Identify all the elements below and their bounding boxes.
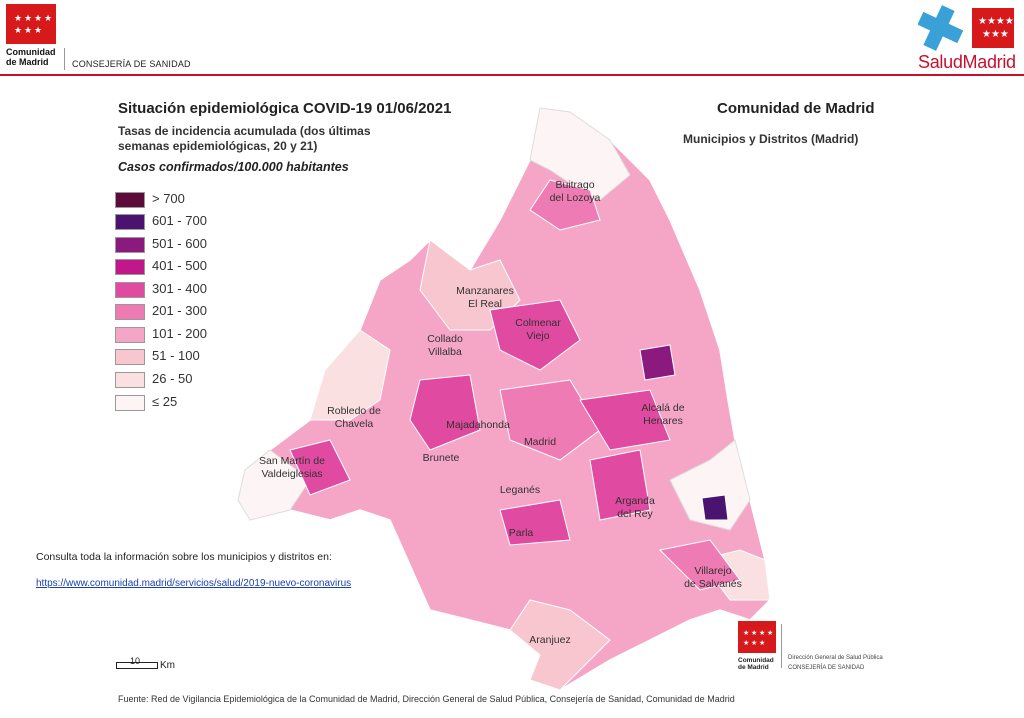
place-label: Buitrago (555, 179, 594, 191)
place-label: del Rey (617, 508, 653, 520)
footer-org-name: Comunidad de Madrid (738, 657, 774, 671)
legend-label: 101 - 200 (152, 326, 207, 341)
map-shapes (237, 107, 771, 691)
source-note: Fuente: Red de Vigilancia Epidemiológica… (118, 694, 735, 704)
place-label: Collado (427, 333, 463, 345)
place-label: Brunete (423, 452, 460, 464)
east-max-zone (701, 494, 729, 521)
header-rule (0, 74, 1024, 76)
org-name-line1: Comunidad (6, 47, 56, 57)
place-label: Villarejo (694, 565, 731, 577)
place-label: Henares (643, 415, 683, 427)
legend-label: ≤ 25 (152, 394, 178, 409)
legend-swatch (115, 327, 145, 343)
place-label: Aranjuez (529, 634, 570, 646)
place-label: Viejo (526, 330, 549, 342)
place-label: El Real (468, 298, 502, 310)
legend-label: 26 - 50 (152, 371, 193, 386)
org-name-line2: de Madrid (6, 57, 49, 67)
legend-swatch (115, 395, 145, 411)
info-text: Consulta toda la información sobre los m… (36, 551, 332, 563)
legend-label: 51 - 100 (152, 348, 200, 363)
header-divider (64, 48, 65, 70)
northeast-high-zone (639, 344, 676, 381)
legend-label: > 700 (152, 191, 185, 206)
units-subtitle: Casos confirmados/100.000 habitantes (118, 160, 349, 174)
west-light-zone (309, 329, 391, 421)
salud-wordmark-a: Salud (918, 52, 963, 72)
footer-org-line1: Comunidad (738, 657, 774, 664)
arganda-zone (589, 449, 651, 521)
place-label: Valdeiglesias (261, 468, 322, 480)
legend-swatch (115, 304, 145, 320)
salud-madrid-logo: ★★★★ ★★★ (918, 5, 1014, 51)
place-label: Robledo de (327, 405, 381, 417)
scale-unit: Km (160, 660, 175, 671)
place-label: San Martín de (259, 455, 325, 467)
svg-text:★★★: ★★★ (982, 29, 1009, 40)
place-label: Manzanares (456, 285, 514, 297)
scale-bar (116, 662, 158, 669)
colmenar-zone (489, 299, 581, 371)
footer-org-line2: de Madrid (738, 664, 769, 671)
place-labels: Buitrago del Lozoya Manzanares El Real C… (259, 179, 742, 646)
majadahonda-zone (409, 374, 481, 451)
region-title: Comunidad de Madrid (717, 100, 875, 117)
north-white-zone (529, 107, 631, 201)
legend-label: 201 - 300 (152, 303, 207, 318)
parla-zone (499, 499, 571, 546)
department-name: CONSEJERÍA DE SANIDAD (72, 59, 191, 69)
place-label: Alcalá de (641, 402, 684, 414)
legend-swatch (115, 282, 145, 298)
place-label: Leganés (500, 484, 540, 496)
footer-flag-logo: ★ ★ ★ ★ ★ ★ ★ (738, 621, 776, 653)
legend-swatch (115, 349, 145, 365)
legend-label: 601 - 700 (152, 213, 207, 228)
map-title: Situación epidemiológica COVID-19 01/06/… (118, 100, 452, 117)
place-label: Colmenar (515, 317, 561, 329)
subtitle-line2: semanas epidemiológicas, 20 y 21) (118, 139, 318, 153)
buitrago-zone (529, 179, 601, 231)
choropleth-map: Buitrago del Lozoya Manzanares El Real C… (237, 107, 771, 691)
legend-label: 401 - 500 (152, 258, 207, 273)
place-label: Parla (509, 527, 534, 539)
map-subtitle: Tasas de incidencia acumulada (dos últim… (118, 124, 438, 154)
legend-label: 301 - 400 (152, 281, 207, 296)
footer-divider (781, 624, 782, 668)
comunidad-madrid-flag-logo: ★ ★ ★ ★ ★ ★ ★ (6, 4, 56, 44)
place-label: Madrid (524, 436, 556, 448)
scale-value: 10 (130, 656, 141, 666)
info-link[interactable]: https://www.comunidad.madrid/servicios/s… (36, 578, 352, 589)
medical-cross-icon (918, 5, 964, 51)
legend-swatch (115, 214, 145, 230)
south-light-zone (509, 599, 611, 691)
org-name: Comunidad de Madrid (6, 47, 56, 67)
place-label: del Lozoya (550, 192, 601, 204)
legend-swatch (115, 259, 145, 275)
salud-wordmark-b: Madrid (962, 52, 1017, 72)
legend-swatch (115, 192, 145, 208)
legend-label: 501 - 600 (152, 236, 207, 251)
subtitle-line1: Tasas de incidencia acumulada (dos últim… (118, 124, 371, 138)
footer-dg: Dirección General de Salud Pública (788, 655, 883, 661)
place-label: Majadahonda (446, 419, 510, 431)
villarejo-zone (658, 539, 741, 591)
legend-swatch (115, 237, 145, 253)
legend-swatch (115, 372, 145, 388)
salud-madrid-wordmark: SaludMadrid (918, 52, 1016, 73)
place-label: de Salvanés (684, 578, 742, 590)
place-label: Chavela (335, 418, 374, 430)
place-label: Villalba (428, 346, 462, 358)
footer-cs: CONSEJERÍA DE SANIDAD (788, 665, 865, 671)
east-white-zone (669, 439, 751, 531)
valdeiglesias-zone (289, 439, 351, 496)
madrid-zone (499, 379, 601, 461)
alcala-zone (579, 389, 671, 451)
svg-text:★★★★: ★★★★ (978, 16, 1014, 27)
place-label: Arganda (615, 495, 655, 507)
region-subtitle: Municipios y Distritos (Madrid) (683, 132, 859, 146)
